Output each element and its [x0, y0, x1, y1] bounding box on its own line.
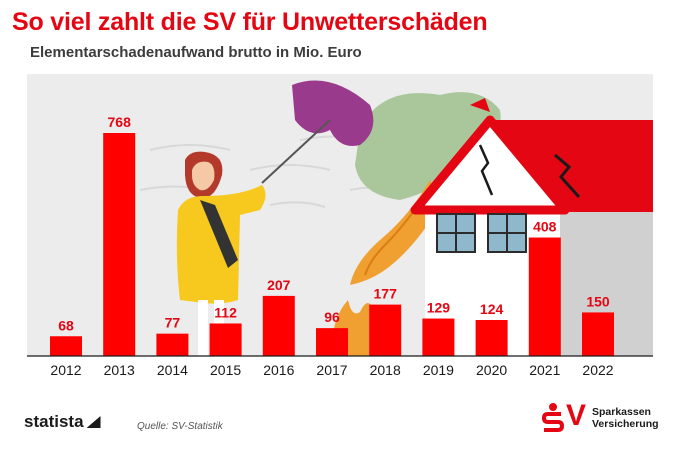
x-tick-label-2016: 2016: [263, 362, 294, 378]
x-tick-label-2017: 2017: [316, 362, 347, 378]
chart-subtitle: Elementarschadenaufwand brutto in Mio. E…: [30, 44, 362, 61]
bar-2016: [262, 295, 295, 356]
bar-2022: [582, 312, 614, 356]
source-note: Quelle: SV-Statistik: [137, 421, 223, 432]
bar-2013: [103, 133, 136, 356]
value-label-2016: 207: [267, 277, 291, 293]
bar-2014: [156, 333, 189, 356]
x-tick-label-2013: 2013: [104, 362, 135, 378]
bar-2020: [475, 319, 508, 356]
bar-chart: 68 2012 768 2013 77 2014 112 2015 207 2016 96 2017 1…: [27, 74, 653, 378]
tree-icon: [355, 92, 501, 200]
x-tick-label-2022: 2022: [582, 362, 613, 378]
x-tick-label-2021: 2021: [529, 362, 560, 378]
bar-2021: [528, 237, 561, 356]
value-label-2012: 68: [58, 317, 74, 333]
bars-group: 68 2012 768 2013 77 2014 112 2015 207 2016 96 2017 1…: [50, 114, 614, 378]
umbrella-icon: [261, 80, 374, 184]
statista-mark-icon: [86, 416, 101, 428]
sparkasse-s-icon: [542, 403, 564, 432]
value-label-2019: 129: [427, 300, 451, 316]
bar-2012: [50, 336, 82, 356]
sv-logo[interactable]: V Sparkassen Versicherung: [542, 400, 662, 436]
bar-2019: [422, 318, 455, 356]
value-label-2018: 177: [374, 286, 398, 302]
value-label-2013: 768: [108, 114, 132, 130]
sv-logo-name: Sparkassen Versicherung: [592, 406, 659, 430]
statista-logo[interactable]: statista: [24, 412, 101, 432]
bar-2018: [369, 304, 402, 356]
x-tick-label-2020: 2020: [476, 362, 507, 378]
bar-2017: [316, 328, 348, 356]
bar-2015: [209, 323, 242, 356]
x-tick-label-2015: 2015: [210, 362, 241, 378]
value-label-2014: 77: [165, 315, 181, 331]
chart-title: So viel zahlt die SV für Unwetterschäden: [12, 8, 488, 36]
x-tick-label-2014: 2014: [157, 362, 188, 378]
x-tick-label-2012: 2012: [50, 362, 81, 378]
value-label-2022: 150: [586, 293, 610, 309]
value-label-2017: 96: [324, 309, 340, 325]
x-tick-label-2019: 2019: [423, 362, 454, 378]
value-label-2020: 124: [480, 301, 504, 317]
x-tick-label-2018: 2018: [370, 362, 401, 378]
sv-logo-letters: V: [566, 399, 587, 432]
value-label-2021: 408: [533, 219, 557, 235]
value-label-2015: 112: [214, 304, 237, 320]
